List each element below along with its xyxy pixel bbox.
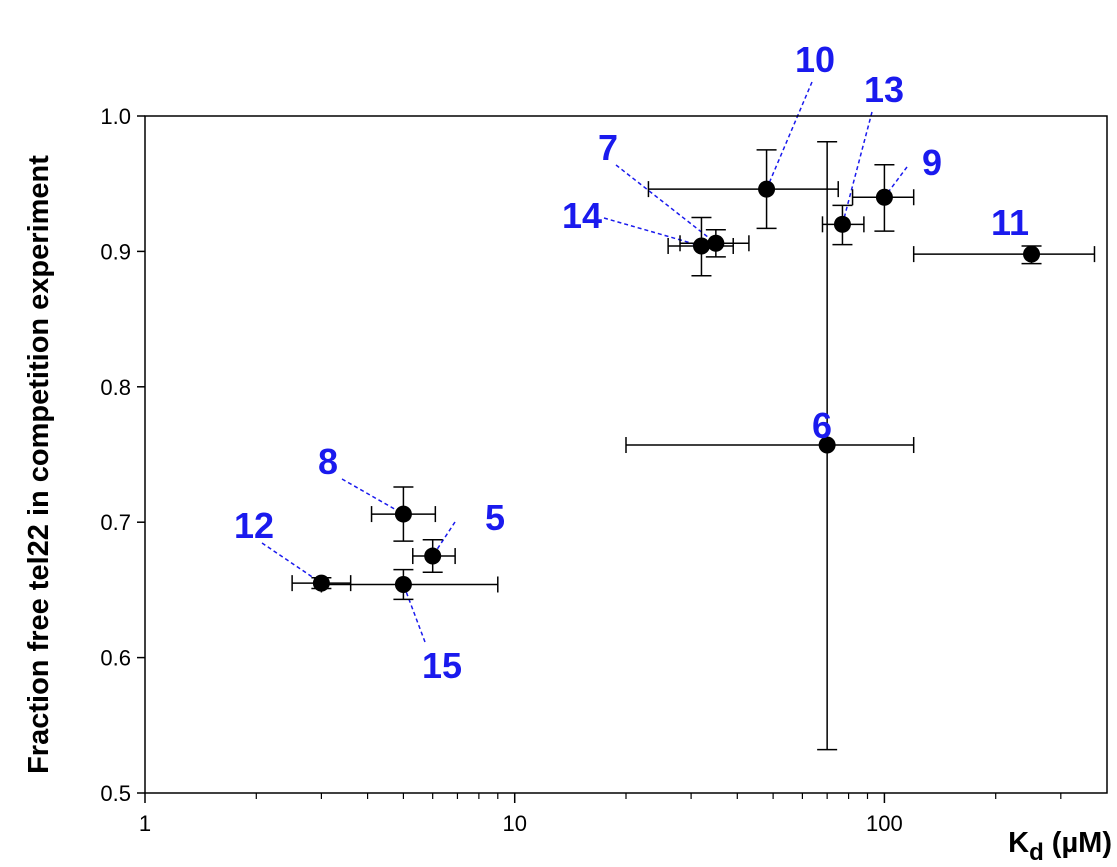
data-point [424,547,442,565]
y-tick-label: 0.5 [100,781,131,806]
x-axis-title-main: K [1008,827,1029,859]
y-axis-title: Fraction free tel22 in competition exper… [23,155,55,774]
axes: 0.5 0.6 0.7 0.8 0.9 1.0 1 10 100 [100,104,1108,836]
y-tick-label: 0.9 [100,239,131,264]
data-label: 10 [795,39,835,80]
data-point [818,436,836,454]
label-callout-line [765,81,813,190]
data-label: 5 [485,497,505,538]
label-callout-line [615,164,717,244]
x-axis-title: Kd (µM) [1008,827,1112,866]
data-point [394,575,412,593]
data-label: 12 [234,505,274,546]
data-point [692,237,710,255]
data-label: 13 [864,69,904,110]
error-bars [291,140,1096,751]
x-axis-title-rest: (µM) [1044,827,1112,859]
y-tick-label: 0.8 [100,375,131,400]
y-tick-label: 0.6 [100,646,131,671]
y-tick-label: 0.7 [100,510,131,535]
data-label: 9 [922,142,942,183]
data-label: 14 [562,195,602,236]
x-tick-label: 100 [866,811,903,836]
data-markers [312,180,1041,593]
x-tick-label: 1 [139,811,151,836]
data-point [312,574,330,592]
data-labels: 5 6 7 8 9 10 11 12 13 14 15 [234,39,1029,686]
label-callout-line [402,584,426,643]
y-tick-label: 1.0 [100,104,131,129]
data-label: 6 [812,405,832,446]
label-callouts [261,81,908,643]
data-point [394,505,412,523]
data-point [833,215,851,233]
data-point [707,234,725,252]
data-point [758,180,776,198]
x-axis-title-sub: d [1029,839,1044,866]
label-callout-line [841,111,873,225]
plot-frame [144,115,1108,794]
data-label: 11 [991,202,1029,243]
label-callout-line [341,478,404,515]
label-callout-line [261,542,322,584]
data-label: 7 [598,127,618,168]
data-point [875,188,893,206]
data-point [1023,245,1041,263]
data-label: 15 [422,645,462,686]
x-tick-label: 10 [502,811,526,836]
label-callout-line [603,217,702,247]
data-label: 8 [318,441,338,482]
